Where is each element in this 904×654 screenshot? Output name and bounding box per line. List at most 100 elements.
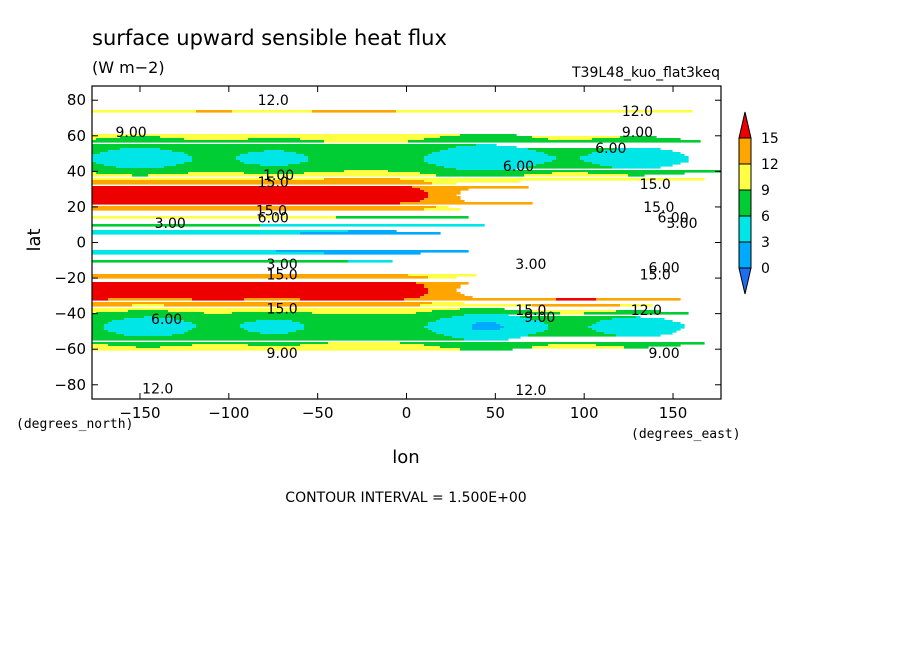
contour-band-cell [240,324,305,327]
contour-band-cell [92,208,425,211]
contour-band-cell [152,316,453,319]
contour-band-cell [460,308,505,311]
contour-band-cell [168,310,433,313]
contour-band-cell [428,192,461,195]
contour-band-cell [92,274,409,277]
contour-band-cell [92,206,437,209]
contour-band-cell [600,320,673,323]
contour-band-cell [260,332,289,335]
contour-band-cell [248,152,297,155]
contour-band-cell [548,154,589,157]
contour-label: 15.0 [267,301,298,317]
contour-band-cell [424,198,461,201]
contour-band-cell [184,152,249,155]
contour-label: 9.00 [267,346,298,362]
contour-band-cell [436,206,449,209]
contour-band-cell [400,202,533,205]
x-tick-label: −100 [208,404,249,422]
contour-band-cell [176,164,261,167]
contour-band-cell [108,330,189,333]
contour-band-cell [528,148,617,151]
contour-band-cell [592,152,681,155]
contour-band-cell [92,180,425,183]
contour-band-cell [104,328,193,331]
contour-band-cell [440,150,537,153]
contour-band-cell [500,328,549,331]
contour-label: 1.00 [263,168,294,184]
contour-band-cell [596,322,681,325]
chart-units: (W m−2) [92,58,165,77]
contour-band-cell [132,174,149,177]
contour-band-cell [308,156,425,159]
contour-band-cell [92,224,261,227]
contour-band-cell [344,170,389,173]
contour-band-cell [324,178,401,181]
contour-band-cell [592,324,685,327]
colorbar-label: 0 [761,261,770,277]
contour-label: 6.00 [503,159,534,175]
contour-band-cell [324,140,409,143]
contour-band-cell [532,304,621,307]
contour-band-cell [428,154,549,157]
contour-band-cell [192,344,249,347]
contour-label: 12.0 [142,381,173,397]
contour-band-cell [428,194,457,197]
contour-band-cell [192,160,241,163]
contour-band-cell [92,298,109,301]
contour-band-cell [428,196,461,199]
contour-band-cell [560,312,585,315]
x-tick-label: 150 [659,404,688,422]
contour-band-cell [472,328,501,331]
contour-band-cell [244,172,305,175]
contour-band-cell [92,150,109,153]
contour-band-cell [628,174,645,177]
contour-band-cell [92,290,429,293]
contour-band-cell [588,172,685,175]
contour-band-cell [92,160,193,163]
contour-band-cell [424,180,521,183]
colorbar-arrow-top [738,111,752,139]
contour-band-cell [424,138,549,141]
contour-label: 12.0 [622,104,653,120]
contour-band-cell [296,152,433,155]
contour-band-cell [92,194,429,197]
contour-band-cell [260,224,485,227]
contour-label: 6.00 [595,141,626,157]
contour-band-cell [612,318,665,321]
contour-band-cell [424,344,549,347]
colorbar-arrow-bottom [738,267,752,295]
contour-band-cell [116,166,165,169]
contour-band-cell [124,318,177,321]
contour-band-cell [92,138,97,141]
y-axis-units: (degrees_north) [16,417,133,432]
contour-interval: CONTOUR INTERVAL = 1.500E+00 [285,490,526,506]
contour-band-cell [308,158,425,161]
contour-band-cell [548,324,593,327]
contour-band-cell [456,168,517,171]
contour-band-cell [108,344,193,347]
contour-band-cell [92,320,113,323]
contour-band-cell [92,260,349,263]
contour-band-cell [584,160,689,163]
contour-band-cell [92,288,429,291]
colorbar-segment [738,137,752,165]
contour-band-cell [92,342,329,345]
contour-band-cell [92,332,117,335]
contour-band-cell [184,138,249,141]
x-tick-label: 50 [486,404,505,422]
contour-band-cell [464,314,509,317]
contour-band-cell [92,110,197,113]
contour-band-cell [92,322,109,325]
contour-band-cell [92,152,101,155]
contour-band-cell [92,172,97,175]
contour-label: 15.0 [643,200,674,216]
x-tick-label: 100 [570,404,599,422]
contour-band-cell [432,330,545,333]
contour-field [92,110,721,351]
contour-band-cell [544,322,597,325]
contour-band-cell [92,174,133,177]
contour-band-cell [304,328,429,331]
contour-label: 6.00 [258,211,289,227]
contour-band-cell [408,274,477,277]
